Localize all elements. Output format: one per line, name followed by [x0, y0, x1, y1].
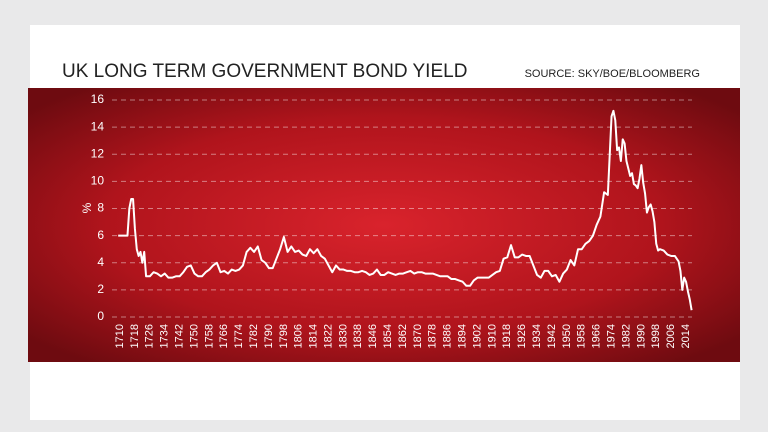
x-tick-label: 1710	[114, 324, 126, 348]
x-tick-label: 1910	[486, 324, 498, 348]
x-tick-label: 1950	[561, 324, 573, 348]
y-axis-label: %	[80, 202, 94, 213]
x-tick-label: 1750	[188, 324, 200, 348]
x-tick-label: 1838	[352, 324, 364, 348]
x-tick-label: 1790	[263, 324, 275, 348]
y-tick-label: 0	[97, 309, 104, 323]
x-tick-label: 1734	[159, 324, 171, 348]
y-tick-label: 10	[91, 174, 105, 188]
x-tick-label: 1846	[367, 324, 379, 348]
x-tick-label: 2014	[680, 324, 692, 348]
x-tick-label: 1774	[233, 324, 245, 348]
y-tick-label: 8	[97, 201, 104, 215]
x-tick-label: 1886	[442, 324, 454, 348]
y-tick-label: 14	[91, 119, 105, 133]
x-tick-label: 1870	[412, 324, 424, 348]
x-tick-label: 1926	[516, 324, 528, 348]
x-tick-label: 1742	[174, 324, 186, 348]
chart-title: UK LONG TERM GOVERNMENT BOND YIELD	[62, 61, 467, 82]
x-tick-label: 1726	[144, 324, 156, 348]
y-tick-label: 4	[97, 255, 104, 269]
x-tick-label: 1718	[129, 324, 141, 348]
x-tick-label: 1990	[635, 324, 647, 348]
x-tick-label: 1942	[546, 324, 558, 348]
y-tick-label: 16	[91, 92, 105, 106]
x-tick-label: 1814	[308, 324, 320, 348]
plot-background	[28, 88, 740, 362]
x-tick-label: 1982	[620, 324, 632, 348]
x-tick-label: 2006	[665, 324, 677, 348]
x-tick-label: 1862	[397, 324, 409, 348]
x-tick-label: 1974	[605, 324, 617, 348]
x-tick-label: 1894	[457, 324, 469, 348]
x-tick-label: 1966	[591, 324, 603, 348]
x-tick-label: 1822	[322, 324, 334, 348]
x-tick-label: 1918	[501, 324, 513, 348]
x-tick-label: 1998	[650, 324, 662, 348]
line	[118, 109, 693, 311]
x-tick-label: 1878	[427, 324, 439, 348]
x-tick-label: 1934	[531, 324, 543, 348]
x-tick-label: 1854	[382, 324, 394, 348]
x-tick-label: 1902	[471, 324, 483, 348]
y-tick-label: 2	[97, 282, 104, 296]
y-tick-label: 12	[91, 146, 105, 160]
x-tick-label: 1798	[278, 324, 290, 348]
x-tick-label: 1782	[248, 324, 260, 348]
source: SOURCE: SKY/BOE/BLOOMBERG	[525, 68, 700, 80]
x-tick-label: 1830	[337, 324, 349, 348]
y-tick-label: 6	[97, 228, 104, 242]
x-tick-label: 1766	[218, 324, 230, 348]
x-tick-label: 1806	[293, 324, 305, 348]
x-tick-label: 1958	[576, 324, 588, 348]
x-tick-label: 1758	[203, 324, 215, 348]
